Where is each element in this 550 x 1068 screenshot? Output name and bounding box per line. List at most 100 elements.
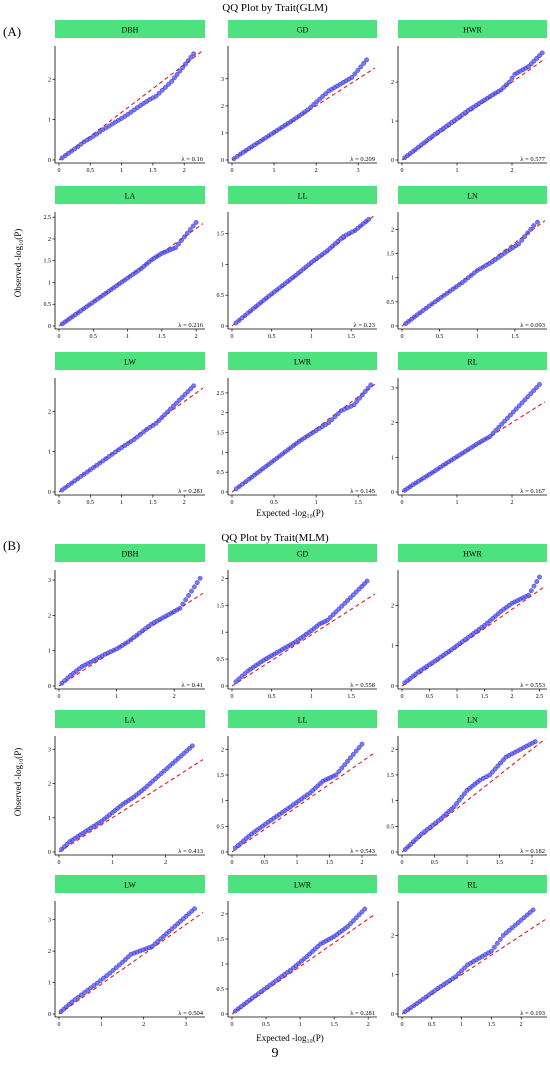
data-point: [182, 392, 188, 397]
panel-title: LN: [467, 716, 478, 725]
x-tick-label: 1.5: [511, 334, 519, 340]
data-point: [359, 392, 365, 398]
data-point: [189, 743, 195, 749]
lambda-label: λ = 0.16: [182, 156, 204, 163]
y-tick-label: 0.5: [217, 657, 225, 663]
x-tick-label: 2: [511, 694, 514, 700]
data-point: [191, 584, 197, 590]
x-tick-label: 0: [58, 860, 61, 866]
data-point: [364, 57, 369, 63]
data-point: [528, 588, 534, 594]
x-tick-label: 1.5: [347, 334, 355, 340]
data-point: [349, 75, 355, 80]
data-point: [176, 241, 181, 247]
y-tick-label: 1.5: [387, 252, 395, 258]
data-point: [453, 974, 459, 980]
lambda-label: λ = 0.577: [520, 156, 545, 163]
x-tick-label: 0: [58, 500, 61, 506]
data-point: [528, 391, 534, 397]
y-tick-label: 1: [48, 450, 51, 456]
data-point: [78, 141, 84, 147]
x-tick-label: 0: [231, 168, 234, 174]
data-point: [176, 397, 182, 403]
y-tick-label: 1: [48, 816, 51, 822]
y-tick-label: 2: [391, 933, 394, 939]
panel-title: RL: [467, 358, 477, 367]
section-b-title: QQ Plot by Trait(MLM): [221, 532, 329, 544]
lambda-label: λ = 0.558: [350, 682, 375, 689]
data-point: [459, 794, 465, 800]
panel-header: [228, 544, 377, 562]
data-point: [345, 758, 350, 764]
y-tick-label: 2: [391, 603, 394, 609]
y-tick-label: 1.5: [387, 773, 395, 779]
x-tick-label: 0: [401, 334, 404, 340]
panel-header: [398, 875, 547, 893]
panel-title: GD: [297, 550, 309, 559]
data-point: [305, 107, 311, 113]
data-point: [362, 389, 368, 394]
data-point: [516, 241, 522, 247]
data-point: [173, 400, 179, 406]
data-point: [528, 226, 534, 232]
data-point: [495, 763, 501, 769]
data-point: [350, 592, 356, 598]
x-tick-label: 0.5: [428, 1022, 436, 1028]
data-point: [461, 791, 467, 797]
data-point: [348, 595, 353, 601]
data-point: [361, 60, 367, 66]
x-tick-label: 1: [126, 334, 129, 340]
y-tick-label: 1.5: [217, 773, 225, 779]
data-point: [162, 412, 168, 418]
data-point: [534, 385, 539, 390]
data-point: [179, 394, 185, 400]
data-point: [355, 67, 361, 73]
x-tick-label: 0.5: [268, 334, 276, 340]
section-a-xlabel: Expected -log₁₀(P): [256, 508, 324, 518]
y-tick-label: 2: [221, 912, 224, 918]
y-tick-label: 1: [391, 119, 394, 125]
y-tick-label: 0: [221, 1012, 224, 1018]
x-tick-label: 0: [231, 1022, 234, 1028]
x-tick-label: 0.5: [90, 334, 98, 340]
data-point: [353, 748, 359, 754]
panel-title: LA: [125, 192, 136, 201]
data-point: [539, 50, 545, 56]
y-tick-label: 0: [221, 490, 224, 496]
qq-panel-b-ln: LN 0 0.5 1 1.5 2 0 0.5 1 1.5 2 λ = 0.182: [387, 710, 547, 866]
x-tick-label: 2: [195, 334, 198, 340]
lambda-label: λ = 0.281: [350, 1010, 375, 1017]
data-point: [177, 605, 183, 611]
data-point: [505, 415, 510, 421]
data-point: [187, 227, 193, 233]
x-tick-label: 1: [460, 1022, 463, 1028]
x-tick-label: 0: [401, 694, 404, 700]
data-point: [91, 983, 97, 988]
y-tick-label: 0.5: [217, 293, 225, 299]
lambda-label: λ = 0.413: [178, 848, 203, 855]
x-tick-label: 1.5: [326, 860, 334, 866]
qq-panel-b-la: LA 0 1 2 0 1 2 3 λ = 0.413: [48, 710, 205, 866]
y-tick-label: 2: [48, 949, 51, 955]
x-tick-label: 1: [273, 168, 276, 174]
data-point: [359, 909, 365, 915]
data-point: [239, 673, 245, 679]
qq-panel-b-gd: GD 0 0.5 1 1.5 0 0.5 1 1.5 2 λ = 0.558: [217, 544, 377, 700]
panel-header: [228, 186, 377, 204]
data-point: [184, 230, 190, 236]
data-point: [180, 65, 186, 70]
panel-header: [228, 352, 377, 370]
qq-panel-a-la: LA 0 0.5 1 1.5 2 0 0.5 1 1.5 2 2.5 λ = 0.216: [44, 186, 205, 340]
panel-header: [55, 186, 205, 204]
panel-title: RL: [467, 881, 477, 890]
lambda-label: λ = 0.504: [178, 1010, 203, 1017]
data-point: [326, 420, 332, 426]
lambda-label: λ = 0.167: [520, 488, 545, 495]
x-tick-label: 1: [296, 860, 299, 866]
data-point: [179, 238, 184, 243]
y-tick-label: 2: [48, 613, 51, 619]
x-tick-label: 1: [310, 334, 313, 340]
data-point: [350, 752, 356, 757]
data-point: [358, 64, 364, 70]
data-point: [353, 915, 359, 921]
